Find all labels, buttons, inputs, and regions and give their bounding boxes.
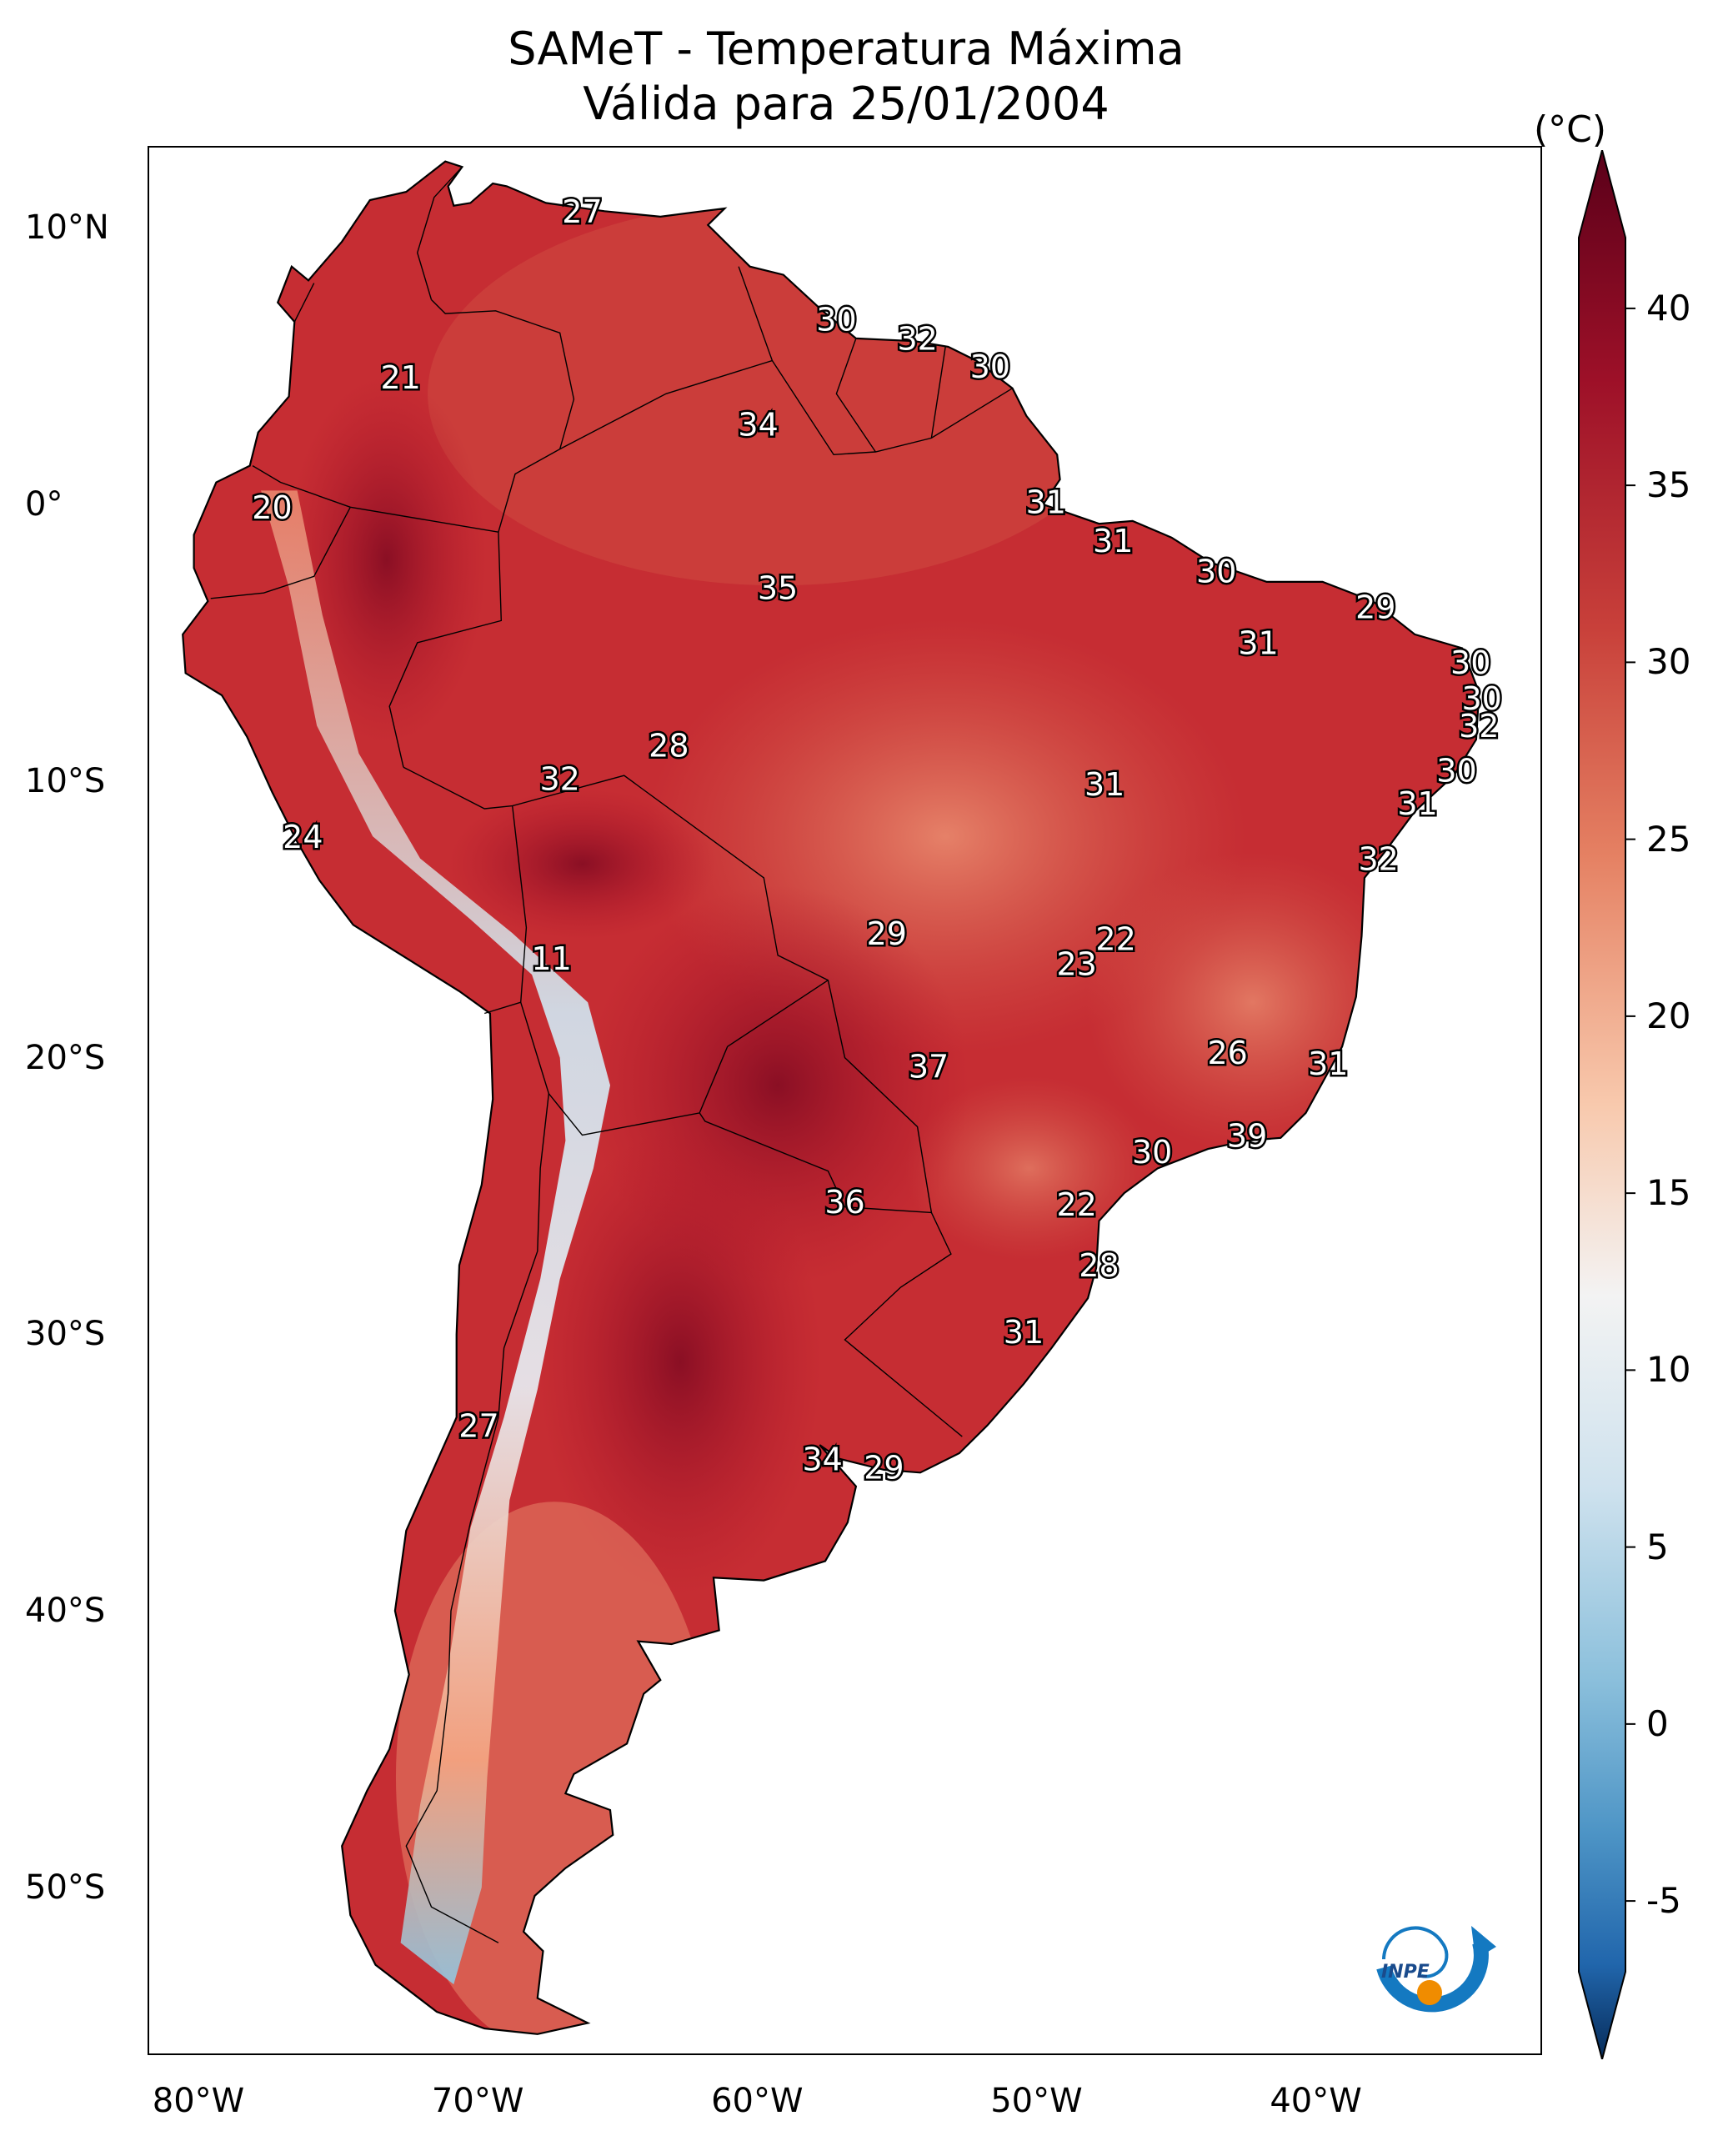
- station-temperature-label: 29: [1355, 589, 1395, 626]
- longitude-label: 70°W: [431, 2082, 524, 2120]
- country-border: [405, 1093, 549, 1943]
- colorbar-tick-label: 30: [1646, 641, 1691, 683]
- country-border: [403, 766, 963, 1437]
- country-border: [350, 506, 503, 768]
- station-temperature-label: 30: [1461, 680, 1501, 717]
- station-temperature-label: 31: [1026, 484, 1066, 521]
- colorbar-tick-label: 5: [1646, 1526, 1669, 1567]
- country-border: [293, 283, 315, 323]
- station-temperature-label: 22: [1056, 1186, 1096, 1223]
- station-temperature-label: 30: [816, 302, 856, 338]
- country-border: [835, 338, 876, 453]
- station-temperature-label: 32: [539, 760, 579, 797]
- station-temperature-label: 31: [1093, 523, 1133, 559]
- svg-text:INPE: INPE: [1381, 1962, 1430, 1983]
- station-temperature-label: 34: [803, 1441, 843, 1477]
- colorbar-tick-label: 0: [1646, 1702, 1669, 1744]
- station-temperature-label: 30: [970, 348, 1010, 385]
- latitude-label: 10°N: [25, 208, 109, 248]
- colorbar-tick-label: 40: [1646, 287, 1691, 328]
- station-temperature-label: 31: [1238, 625, 1278, 662]
- map-frame: 27 21 20 30 32 30 34 31 35 31 30 29 31 30 30 32 28 32 31 30…: [148, 146, 1542, 2055]
- station-temperature-label: 29: [867, 915, 907, 952]
- coastline: [182, 160, 1480, 2035]
- country-border: [930, 346, 946, 439]
- colorbar-tick-label: -5: [1646, 1880, 1681, 1922]
- map-title: SAMeT - Temperatura Máxima: [508, 23, 1185, 75]
- station-temperature-label: 32: [897, 321, 937, 358]
- station-temperature-label: 27: [562, 193, 602, 230]
- country-border: [498, 266, 774, 533]
- station-temperature-label: 36: [824, 1184, 864, 1221]
- country-border: [252, 464, 351, 508]
- inpe-logo-icon: INPE: [1376, 1926, 1496, 2013]
- station-temperature-label: 30: [1196, 553, 1236, 589]
- colorbar-tick-label: 25: [1646, 818, 1691, 860]
- colorbar-tick-label: 20: [1646, 995, 1691, 1036]
- station-temperature-label: 32: [1358, 841, 1398, 878]
- latitude-label: 40°S: [25, 1592, 106, 1631]
- latitude-label: 50°S: [25, 1868, 106, 1907]
- longitude-label: 60°W: [711, 2082, 804, 2120]
- longitude-label: 50°W: [990, 2082, 1083, 2120]
- station-temperature-label: 31: [1084, 766, 1124, 803]
- country-border: [416, 166, 463, 300]
- station-temperature-label: 37: [909, 1048, 949, 1085]
- latitude-label: 20°S: [25, 1038, 106, 1077]
- station-temperature-label: 23: [1056, 946, 1096, 983]
- longitude-label: 40°W: [1270, 2082, 1362, 2120]
- station-temperature-label: 21: [380, 359, 420, 396]
- station-temperature-label: 32: [1459, 708, 1499, 745]
- station-temperature-label: 31: [1308, 1045, 1348, 1082]
- station-temperature-label: 31: [1004, 1314, 1044, 1351]
- station-temperature-label: 11: [531, 940, 571, 977]
- station-temperature-label: 30: [1450, 644, 1490, 681]
- station-temperature-label: 30: [1132, 1134, 1172, 1171]
- station-temperature-label: 26: [1207, 1035, 1247, 1071]
- latitude-label: 0°: [25, 485, 63, 524]
- station-temperature-label: 31: [1397, 785, 1437, 822]
- country-border: [210, 506, 351, 599]
- station-temperature-label: 29: [864, 1449, 904, 1486]
- map-subtitle: Válida para 25/01/2004: [583, 78, 1109, 130]
- station-temperature-label: 30: [1436, 752, 1476, 789]
- colorbar: [1578, 150, 1635, 2059]
- latitude-label: 30°S: [25, 1315, 106, 1354]
- country-border: [512, 805, 829, 1136]
- station-temperature-label: 20: [252, 489, 292, 526]
- colorbar-unit: (°C): [1534, 108, 1607, 151]
- colorbar-tick-label: 15: [1646, 1172, 1691, 1214]
- longitude-label: 80°W: [152, 2082, 245, 2120]
- colorbar-tick-label: 10: [1646, 1349, 1691, 1391]
- station-temperature-label: 28: [649, 727, 689, 764]
- country-border: [699, 1112, 932, 1214]
- country-border: [431, 299, 575, 449]
- station-temperature-label: 28: [1079, 1247, 1119, 1284]
- station-temperature-label: 24: [283, 819, 323, 855]
- station-temperature-label: 39: [1227, 1117, 1267, 1154]
- station-temperature-label: 34: [738, 407, 778, 444]
- country-border: [483, 1001, 521, 1015]
- latitude-label: 10°S: [25, 761, 106, 800]
- station-temperature-label: 35: [758, 569, 798, 606]
- station-temperature-label: 27: [458, 1408, 498, 1445]
- colorbar-tick-label: 35: [1646, 464, 1691, 506]
- station-temperature-label: 22: [1095, 921, 1135, 958]
